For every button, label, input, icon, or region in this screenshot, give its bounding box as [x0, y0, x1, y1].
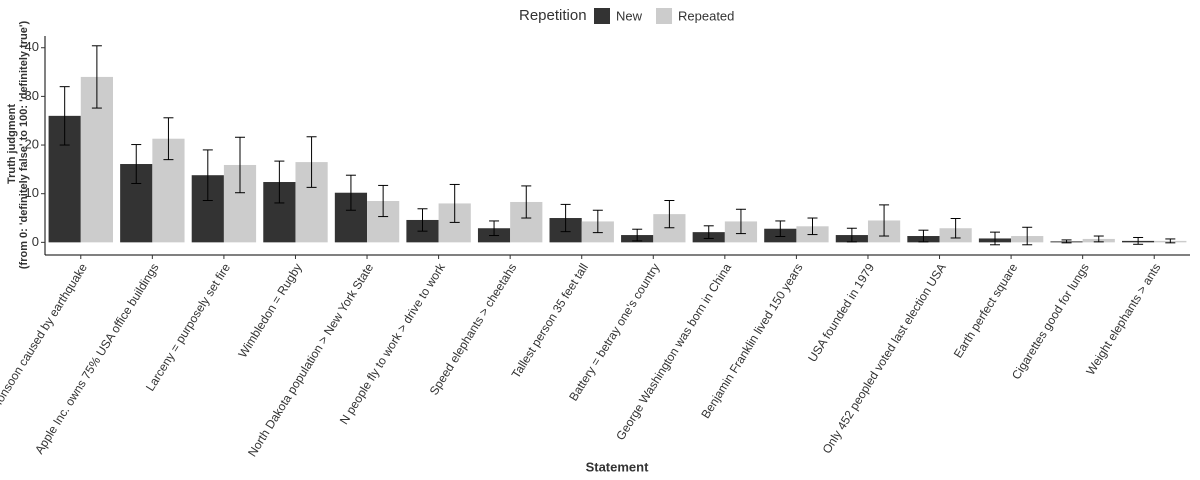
- y-tick-label: 30: [25, 88, 39, 103]
- error-bar: [846, 227, 857, 243]
- error-bar: [91, 45, 102, 109]
- legend-swatch: [656, 8, 673, 24]
- error-bar: [807, 217, 818, 236]
- x-axis-title: Statement: [586, 459, 650, 474]
- x-tick-label: Cigarettes good for lungs: [1009, 261, 1092, 382]
- x-tick-label: Larceny = purposely set fire: [143, 261, 233, 394]
- error-bar: [1093, 235, 1104, 243]
- error-bar: [521, 185, 532, 219]
- y-tick-label: 20: [25, 136, 39, 151]
- x-tick-label: George Washington was born in China: [613, 261, 734, 443]
- error-bar: [489, 220, 500, 237]
- error-bar: [59, 86, 70, 146]
- error-bar: [131, 144, 142, 184]
- error-bar: [306, 136, 317, 188]
- error-bar: [378, 184, 389, 218]
- legend-swatch: [594, 8, 610, 24]
- x-tick-label: USA founded in 1979: [805, 261, 877, 365]
- x-tick-label: Wimbledon = Rugby: [235, 261, 304, 360]
- x-tick-label: North Dakota population > New York State: [245, 261, 376, 460]
- error-bar: [950, 218, 961, 239]
- error-bar: [632, 228, 643, 242]
- legend-label: Repeated: [678, 8, 734, 23]
- error-bar: [775, 220, 786, 238]
- error-bar: [703, 225, 714, 239]
- error-bar: [1022, 226, 1033, 246]
- error-bar: [202, 149, 213, 202]
- error-bar: [989, 231, 1000, 246]
- error-bar: [345, 174, 356, 211]
- y-tick-label: 0: [32, 234, 39, 249]
- y-axis-title: Truth judgment: [6, 104, 18, 184]
- error-bar: [417, 208, 428, 232]
- x-tick-label: Tallest person 35 feet tall: [509, 261, 591, 381]
- y-axis-subtitle: (from 0: 'definitely false' to 100: 'def…: [18, 21, 30, 270]
- x-tick-label: Earth perfect square: [951, 261, 1021, 361]
- y-tick-label: 10: [25, 185, 39, 200]
- x-tick-label: Only 452 peopled voted last election USA: [820, 261, 949, 456]
- error-bar: [879, 204, 890, 237]
- error-bar: [449, 183, 460, 223]
- error-bar: [560, 203, 571, 233]
- error-bar: [1133, 236, 1144, 245]
- error-bar: [274, 160, 285, 204]
- error-bar: [592, 209, 603, 234]
- error-bar: [918, 229, 929, 243]
- error-bar: [1061, 239, 1072, 244]
- error-bar: [1165, 238, 1176, 244]
- error-bar: [163, 117, 174, 161]
- error-bar: [235, 136, 246, 194]
- error-bar: [664, 200, 675, 229]
- x-tick-label: Speed elephants > cheetahs: [427, 261, 520, 398]
- legend-label: New: [616, 8, 643, 23]
- error-bar: [735, 208, 746, 235]
- legend-title: Repetition: [519, 7, 587, 24]
- x-tick-label: Weight elephants > ants: [1083, 261, 1163, 378]
- y-tick-label: 40: [25, 39, 39, 54]
- x-tick-label: Apple Inc. owns 75% USA office buildings: [32, 261, 161, 457]
